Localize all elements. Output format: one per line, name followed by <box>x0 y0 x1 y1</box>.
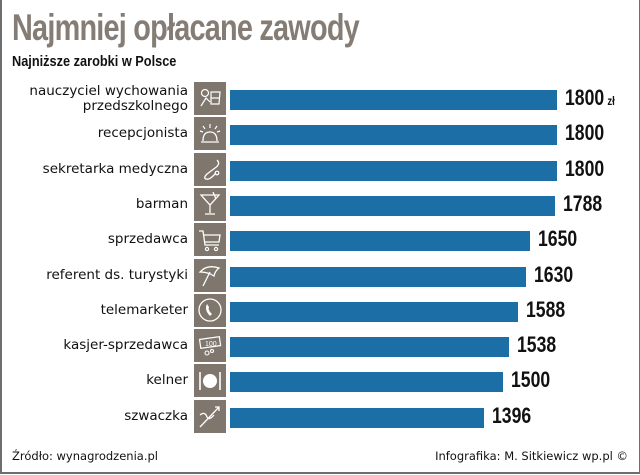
banknote-coins-icon: 100 <box>194 329 226 363</box>
value-bar <box>230 160 557 181</box>
category-label-line1: barman <box>135 195 188 212</box>
value-number: 1800 <box>565 120 605 146</box>
value-bar <box>230 231 530 252</box>
value-label: 1630 <box>534 262 573 288</box>
value-label: 1800 <box>565 156 604 182</box>
value-label: 1650 <box>538 226 577 252</box>
value-label: 1788 <box>563 191 602 217</box>
value-label: 1800 zł <box>565 85 615 114</box>
value-bar <box>230 125 557 146</box>
value-label: 1538 <box>517 332 556 358</box>
value-number: 1500 <box>511 367 551 393</box>
category-label-line1: referent ds. turystyki <box>46 266 188 283</box>
value-number: 1396 <box>492 402 532 428</box>
value-unit: zł <box>607 94 615 108</box>
bar-row: nauczyciel wychowania przedszkolnego 1800 z… <box>0 82 640 115</box>
category-label-line1: kasjer-sprzedawca <box>63 337 188 354</box>
shopping-cart-icon <box>194 223 226 257</box>
value-label: 1396 <box>492 403 531 429</box>
category-label: kelner <box>146 364 188 397</box>
bar-row: barman 1788 <box>0 187 640 221</box>
cocktail-glass-icon <box>194 187 226 221</box>
value-bar <box>230 266 526 287</box>
bar-row: kasjer-sprzedawca 100 1538 <box>0 329 640 363</box>
bar-row: referent ds. turystyki 1630 <box>0 258 640 292</box>
value-bar <box>230 90 557 110</box>
value-bar <box>230 407 484 428</box>
category-label: telemarketer <box>101 294 188 327</box>
category-label: nauczyciel wychowania przedszkolnego <box>29 82 188 115</box>
bar-row: recepcjonista 1800 <box>0 117 640 151</box>
category-label: sprzedawca <box>108 223 188 256</box>
category-label: referent ds. turystyki <box>46 259 188 292</box>
category-label: szwaczka <box>124 400 188 433</box>
chart-title: Najmniej opłacane zawody <box>12 7 360 48</box>
bar-row: sprzedawca 1650 <box>0 223 640 257</box>
category-label-line1: sprzedawca <box>107 231 188 248</box>
category-label-line2: przedszkolnego <box>82 97 188 114</box>
value-number: 1630 <box>534 261 574 287</box>
category-label: recepcjonista <box>98 117 188 150</box>
chart-subtitle: Najniższe zarobki w Polsce <box>12 53 177 70</box>
reception-bell-icon <box>194 117 226 151</box>
telephone-icon <box>194 293 226 327</box>
needle-thread-icon <box>194 399 226 433</box>
bar-row: sekretarka medyczna 1800 <box>0 152 640 186</box>
value-number: 1588 <box>526 296 566 322</box>
value-label: 1500 <box>511 367 550 393</box>
value-number: 1650 <box>538 226 578 252</box>
value-bar <box>230 372 503 393</box>
category-label-line1: recepcjonista <box>97 125 188 142</box>
category-label-line1: szwaczka <box>124 407 188 424</box>
value-label: 1588 <box>526 297 565 323</box>
plate-cutlery-icon <box>194 364 226 398</box>
bar-row: telemarketer 1588 <box>0 293 640 327</box>
category-label: sekretarka medyczna <box>43 153 188 186</box>
category-label-line1: nauczyciel wychowania <box>29 82 188 99</box>
value-bar <box>230 337 509 358</box>
credit-note: Infografika: M. Sitkiewicz wp.pl © <box>435 449 628 463</box>
value-number: 1800 <box>565 155 605 181</box>
category-label-line1: telemarketer <box>100 301 188 318</box>
category-label-line1: kelner <box>146 372 188 389</box>
value-number: 1800 <box>565 85 605 110</box>
beach-umbrella-icon <box>194 258 226 292</box>
category-label: kasjer-sprzedawca <box>63 329 188 362</box>
svg-text:100: 100 <box>205 341 217 348</box>
value-bar <box>230 301 518 322</box>
value-bar <box>230 195 555 216</box>
category-label-line1: sekretarka medyczna <box>42 160 188 177</box>
stethoscope-icon <box>194 152 226 186</box>
value-label: 1800 <box>565 120 604 146</box>
bar-row: szwaczka 1396 <box>0 399 640 433</box>
category-label: barman <box>136 188 188 221</box>
value-number: 1788 <box>563 190 603 216</box>
value-number: 1538 <box>517 332 557 358</box>
bar-row: kelner 1500 <box>0 364 640 398</box>
teacher-icon <box>194 82 226 115</box>
source-note: Źródło: wynagrodzenia.pl <box>12 449 158 463</box>
